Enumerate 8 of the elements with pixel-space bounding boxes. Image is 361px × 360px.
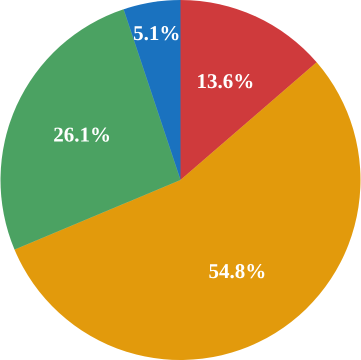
data-label: 54.8% xyxy=(208,258,266,283)
pie-slice xyxy=(124,0,180,180)
pie-slice xyxy=(0,9,180,250)
data-label: 13.6% xyxy=(196,68,254,93)
data-label: 26.1% xyxy=(53,122,112,146)
data-label: 5.1% xyxy=(133,20,180,45)
pie-slice xyxy=(180,0,317,180)
pie-slice xyxy=(14,62,360,360)
